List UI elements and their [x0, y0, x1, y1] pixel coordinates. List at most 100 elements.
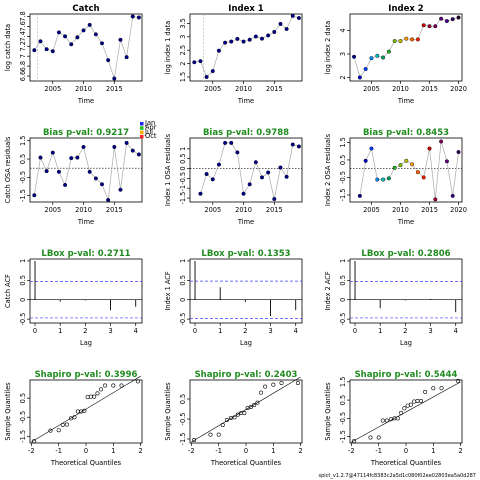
x-tick-label: 2 — [459, 447, 463, 455]
qq-point — [56, 428, 61, 433]
data-point — [363, 158, 368, 163]
qq-point — [60, 422, 65, 427]
x-tick-label: -2 — [28, 447, 35, 455]
data-point — [223, 40, 228, 45]
data-point — [404, 158, 409, 163]
x-tick-label: 2005 — [363, 206, 380, 214]
panel-4-2: Shapiro p-val: 0.2403 -2 -1 0 1 2 -1.5 -0.5 0.5 T… — [164, 370, 303, 467]
data-point — [266, 170, 271, 175]
x-tick-label: 4 — [294, 327, 298, 335]
x-axis-label: Theoretical Quantiles — [210, 459, 282, 467]
data-point — [56, 30, 61, 35]
series-line — [194, 15, 300, 78]
plot-frame — [29, 258, 143, 324]
y-tick-label: 0.5 — [179, 153, 187, 164]
data-point — [357, 75, 362, 80]
data-point — [404, 36, 409, 41]
panel-title: LBox p-val: 0.1353 — [201, 249, 290, 259]
data-point — [260, 36, 265, 41]
x-tick-label: 2010 — [235, 206, 252, 214]
series-line — [353, 17, 459, 79]
x-tick-label: 3 — [268, 327, 272, 335]
qq-point — [216, 432, 221, 437]
y-tick-label: -0.5 — [179, 413, 187, 426]
qq-point — [242, 410, 247, 415]
legend-label: Apr — [145, 124, 157, 132]
y-tick-label: 0.5 — [339, 395, 347, 406]
y-tick-label: -0.5 — [179, 172, 187, 185]
qq-point — [48, 428, 53, 433]
data-point — [229, 140, 234, 145]
qq-point — [279, 380, 284, 385]
y-axis-label: log index 1 data — [164, 21, 172, 74]
data-point — [241, 191, 246, 196]
y-axis-label: Sample Quantiles — [324, 382, 332, 441]
plot-frame — [29, 13, 143, 82]
data-point — [427, 24, 432, 29]
data-point — [216, 48, 221, 53]
x-tick-label: -2 — [188, 447, 195, 455]
y-tick-label: 3.5 — [179, 18, 187, 29]
qq-point — [455, 378, 460, 383]
data-point — [32, 48, 37, 53]
y-tick-label: 1.5 — [339, 377, 347, 388]
qq-point — [395, 416, 400, 421]
x-tick-label: 3 — [108, 327, 112, 335]
data-point — [410, 37, 415, 42]
qq-point — [119, 383, 124, 388]
series-line — [359, 141, 459, 200]
data-point — [296, 16, 301, 21]
version-footer: spict_v1.2.7@47114fc8383c2a5d1c080f02ee0… — [319, 473, 477, 479]
qq-reference-line — [31, 375, 141, 443]
y-tick-label: -0.5 — [339, 313, 347, 326]
plot-frame — [349, 13, 463, 82]
qq-point — [235, 412, 240, 417]
data-point — [392, 165, 397, 170]
y-tick-label: -0.5 — [19, 313, 27, 326]
data-point — [75, 35, 80, 40]
x-tick-label: 2 — [299, 447, 303, 455]
y-tick-label: 2.5 — [179, 45, 187, 56]
x-tick-label: 3 — [428, 327, 432, 335]
data-point — [421, 175, 426, 180]
qq-point — [412, 399, 417, 404]
qq-point — [75, 409, 80, 414]
y-tick-label: 3 — [179, 35, 187, 39]
data-point — [136, 15, 141, 20]
legend-swatch — [140, 134, 144, 139]
x-tick-label: 0 — [353, 327, 357, 335]
y-tick-label: 3 — [339, 52, 347, 56]
qq-reference-line — [351, 381, 461, 443]
x-axis-label: Time — [77, 218, 94, 226]
qq-point — [103, 383, 108, 388]
data-point — [284, 27, 289, 32]
data-point — [278, 21, 283, 26]
y-axis-label: log catch data — [4, 24, 12, 71]
y-tick-label: -1.5 — [19, 430, 27, 443]
x-tick-label: -2 — [348, 447, 355, 455]
y-tick-label: 0.5 — [19, 154, 27, 165]
series-line — [34, 16, 139, 79]
y-tick-label: 7.6 — [19, 21, 27, 32]
x-tick-label: 1 — [378, 327, 382, 335]
data-point — [93, 32, 98, 37]
qq-point — [111, 383, 116, 388]
data-point — [439, 16, 444, 21]
qq-reference-line — [191, 376, 301, 443]
x-tick-label: 4 — [134, 327, 138, 335]
qq-point — [259, 390, 264, 395]
legend-label: Oct — [145, 132, 157, 140]
data-point — [296, 144, 301, 149]
data-point — [450, 17, 455, 22]
data-point — [130, 14, 135, 19]
y-tick-label: 0.5 — [19, 393, 27, 404]
y-tick-label: 0.5 — [179, 394, 187, 405]
qq-point — [263, 384, 268, 389]
y-tick-label: -0.5 — [339, 412, 347, 425]
x-tick-label: 0 — [33, 327, 37, 335]
y-tick-label: -1.5 — [19, 189, 27, 202]
plot-frame — [29, 137, 143, 203]
panel-title: Index 1 — [228, 4, 264, 14]
data-point — [106, 58, 111, 63]
